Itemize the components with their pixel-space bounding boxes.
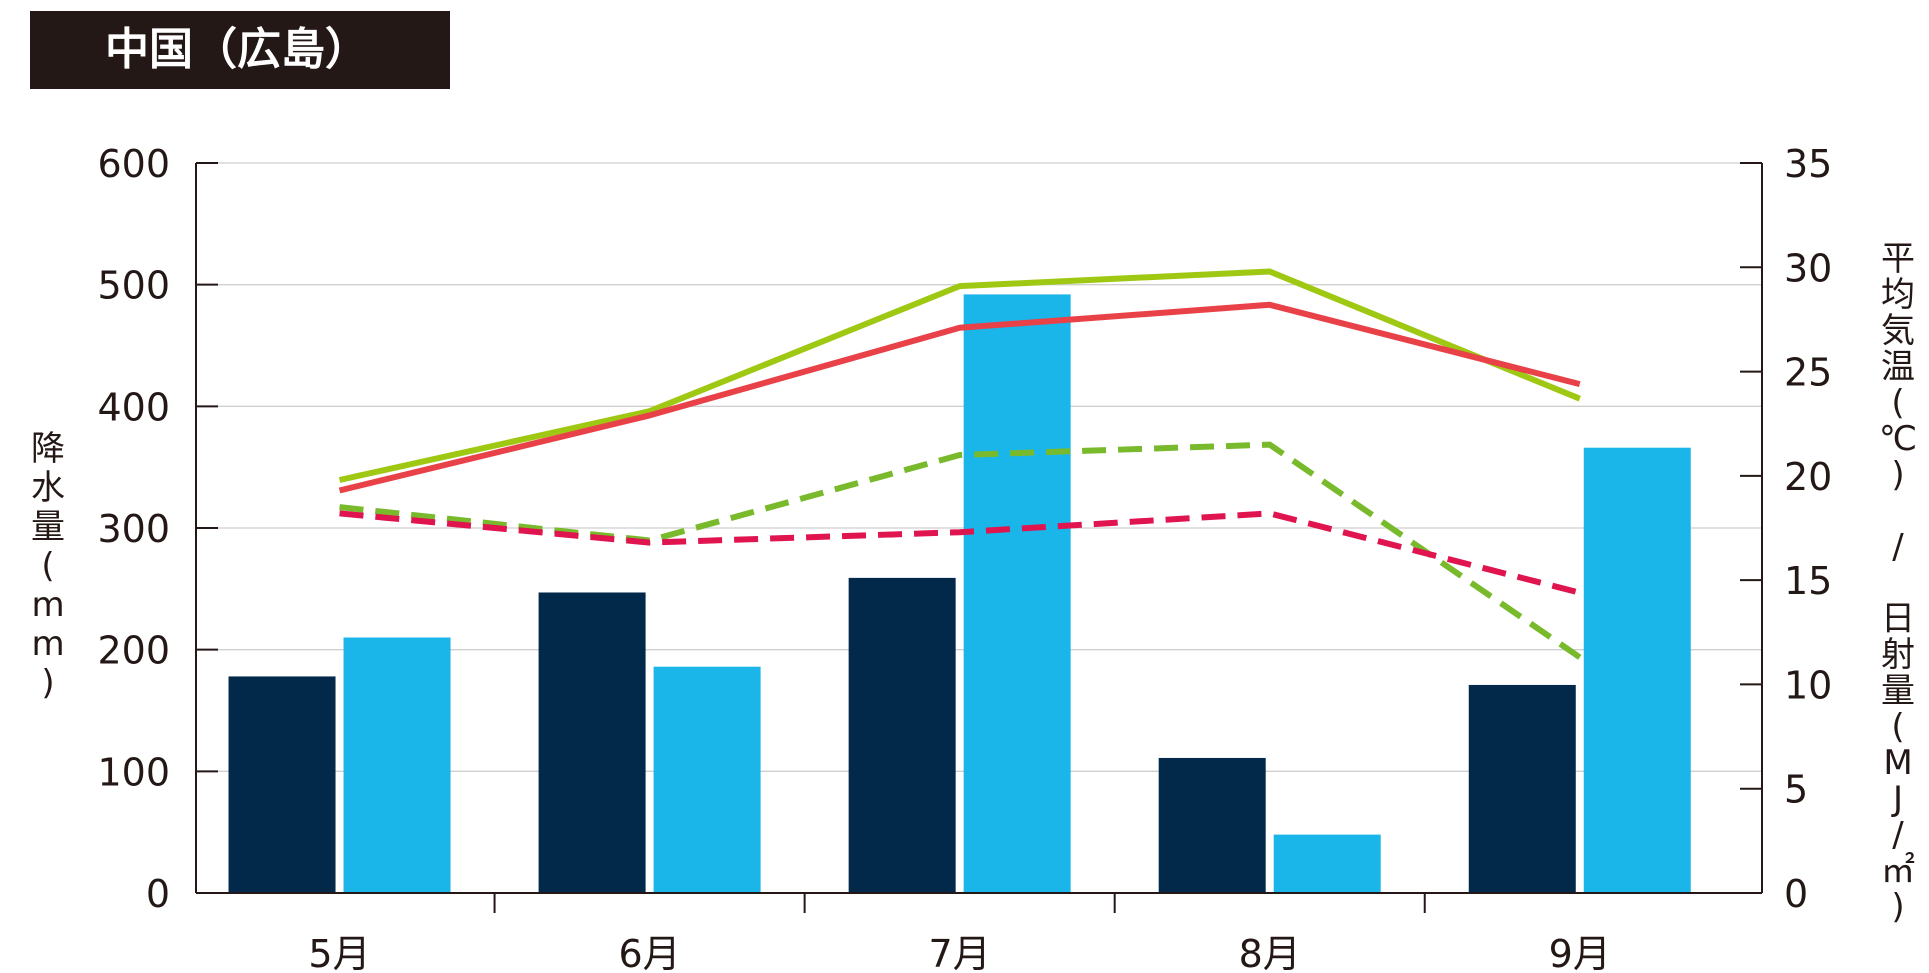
chart-title: 中国（広島）: [105, 24, 369, 75]
line-series2: [338, 301, 1581, 494]
line-series1: [338, 268, 1581, 483]
labels: 0 100 200 300 400 500 600 0 5 10 15 20 25 30 35 5月 6月 7月 8…: [31, 142, 1917, 973]
right-axis-title-char: 温: [1881, 347, 1915, 387]
bar-series1: [1158, 757, 1266, 893]
right-tick-label: 15: [1784, 559, 1832, 603]
right-axis-title-char: ℃: [1879, 419, 1917, 459]
x-tick-label: 5月: [308, 932, 370, 973]
x-tick-label: 9月: [1549, 932, 1611, 973]
bar-series2: [1583, 447, 1691, 893]
right-axis-title-char: 気: [1881, 311, 1915, 351]
right-tick-label: 35: [1784, 142, 1832, 186]
right-tick-label: 0: [1784, 872, 1808, 916]
chart-title-box: 中国（広島）: [30, 11, 450, 89]
left-tick-label: 100: [97, 750, 170, 794]
x-tick-label: 7月: [929, 932, 991, 973]
left-axis-title-char: m: [31, 624, 64, 664]
x-tick-label: 6月: [618, 932, 680, 973]
left-tick-label: 400: [97, 385, 170, 429]
axes: [195, 162, 1763, 913]
bar-series1: [848, 577, 956, 893]
bar-series2: [653, 666, 761, 893]
right-axis-title-char: /: [1892, 815, 1904, 855]
line-series4: [339, 510, 1581, 596]
right-axis-title-char: (: [1891, 383, 1904, 423]
left-tick-label: 300: [97, 507, 170, 551]
left-axis-title-char: 降: [31, 429, 65, 469]
right-axis-title-char: ): [1891, 887, 1904, 927]
right-tick-label: 25: [1784, 351, 1832, 395]
bars: [228, 294, 1691, 893]
bar-series2: [1273, 834, 1381, 893]
right-tick-label: 5: [1784, 768, 1808, 812]
x-tick-label: 8月: [1239, 932, 1301, 973]
right-axis-title-char: ): [1891, 455, 1904, 495]
right-axis-title-char: 日: [1881, 599, 1915, 639]
left-tick-label: 500: [97, 264, 170, 308]
bar-series2: [343, 637, 451, 893]
left-axis-title-char: m: [31, 585, 64, 625]
right-tick-label: 20: [1784, 455, 1832, 499]
bar-series1: [1468, 684, 1576, 893]
left-axis-title-char: 水: [31, 468, 65, 508]
right-axis-title-char: (: [1891, 707, 1904, 747]
right-tick-label: 10: [1784, 663, 1832, 707]
right-axis-title-char: 量: [1881, 671, 1915, 711]
right-axis-title-char: ㎡: [1881, 851, 1915, 891]
right-tick-label: 30: [1784, 246, 1832, 290]
bar-series2: [963, 294, 1071, 893]
lines: [338, 268, 1582, 660]
left-tick-label: 200: [97, 629, 170, 673]
left-tick-label: 600: [97, 142, 170, 186]
right-axis-title-char: M: [1883, 743, 1912, 783]
left-axis-title-char: 量: [31, 507, 65, 547]
bar-series1: [538, 592, 646, 893]
right-axis-title-char: 平: [1881, 239, 1915, 279]
right-axis-title-char: 射: [1881, 635, 1915, 675]
line-series3: [339, 441, 1582, 660]
bar-series1: [228, 676, 336, 893]
right-axis-title-char: /: [1892, 527, 1904, 567]
left-axis-title-char: (: [41, 546, 54, 586]
left-tick-label: 0: [146, 872, 170, 916]
right-axis-title-char: 均: [1881, 275, 1915, 315]
left-axis-title-char: ): [41, 663, 54, 703]
right-axis-title-char: J: [1891, 779, 1903, 819]
